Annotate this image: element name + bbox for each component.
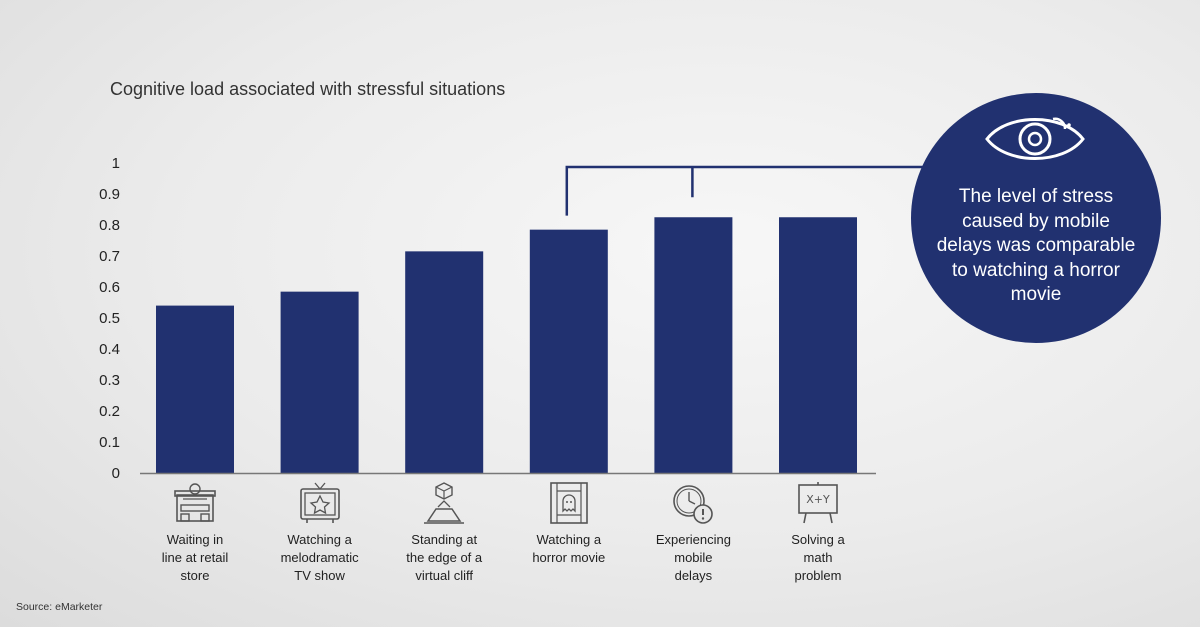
- y-tick-label: 0.2: [99, 403, 120, 420]
- category-label-line: Waiting in: [166, 532, 224, 547]
- bar: [779, 217, 857, 473]
- bar: [280, 291, 359, 473]
- chart-title: Cognitive load associated with stressful…: [110, 79, 506, 99]
- category-label-line: virtual cliff: [415, 568, 473, 583]
- source-note: Source: eMarketer: [16, 601, 103, 613]
- bar: [405, 251, 484, 473]
- bar: [529, 229, 608, 473]
- callout-bracket: [565, 165, 940, 216]
- callout-text: The level of stress caused by mobile del…: [936, 186, 1136, 305]
- category-label-line: mobile: [674, 550, 713, 565]
- category-label-line: Solving a: [791, 532, 845, 547]
- category-label-line: Watching a: [287, 532, 352, 547]
- category-label-line: problem: [794, 568, 842, 583]
- y-tick-label: 1: [112, 155, 120, 172]
- category-label-line: Standing at: [411, 532, 478, 547]
- bar: [156, 305, 234, 473]
- horror-movie-icon: [549, 482, 588, 524]
- y-tick-label: 0.3: [99, 372, 120, 389]
- category-label-line: line at retail: [161, 550, 229, 565]
- category-label-line: delays: [674, 568, 713, 583]
- math-board-icon: X+Y: [798, 482, 838, 524]
- y-tick-label: 0.4: [99, 341, 120, 358]
- category-label-line: store: [180, 568, 210, 583]
- y-tick-label: 0.6: [99, 279, 120, 296]
- category-label-line: melodramatic: [280, 550, 359, 565]
- x-category-label: Watching a horror movie: [509, 531, 629, 567]
- category-label-line: TV show: [294, 568, 345, 583]
- y-tick-label: 0.9: [99, 186, 120, 203]
- tv-icon: [299, 482, 340, 523]
- category-label-line: Watching a: [536, 532, 602, 547]
- virtual-cliff-icon: [424, 482, 465, 524]
- x-category-label: Waiting in line at retail store: [135, 531, 255, 585]
- bar: [654, 217, 733, 473]
- y-tick-label: 0.5: [99, 310, 120, 327]
- category-label-line: Experiencing: [655, 532, 731, 547]
- y-tick-label: 0.7: [99, 248, 120, 265]
- category-label-line: math: [803, 550, 833, 565]
- x-category-label: Experiencing mobile delays: [633, 531, 753, 585]
- x-category-label: Standing at the edge of a virtual cliff: [384, 531, 504, 585]
- y-tick-label: 0.8: [99, 217, 120, 234]
- y-tick-label: 0: [112, 465, 120, 482]
- category-label-line: horror movie: [532, 550, 606, 565]
- category-label-line: the edge of a: [406, 550, 483, 565]
- callout-circle: The level of stress caused by mobile del…: [911, 93, 1161, 343]
- retail-store-icon: [174, 483, 216, 522]
- mobile-delay-icon: [673, 485, 714, 524]
- x-category-label: Solving a math problem: [758, 531, 878, 585]
- x-category-label: Watching a melodramatic TV show: [260, 531, 380, 585]
- svg-text:X+Y: X+Y: [806, 493, 830, 506]
- eye-icon: [985, 117, 1085, 160]
- y-tick-label: 0.1: [99, 434, 120, 451]
